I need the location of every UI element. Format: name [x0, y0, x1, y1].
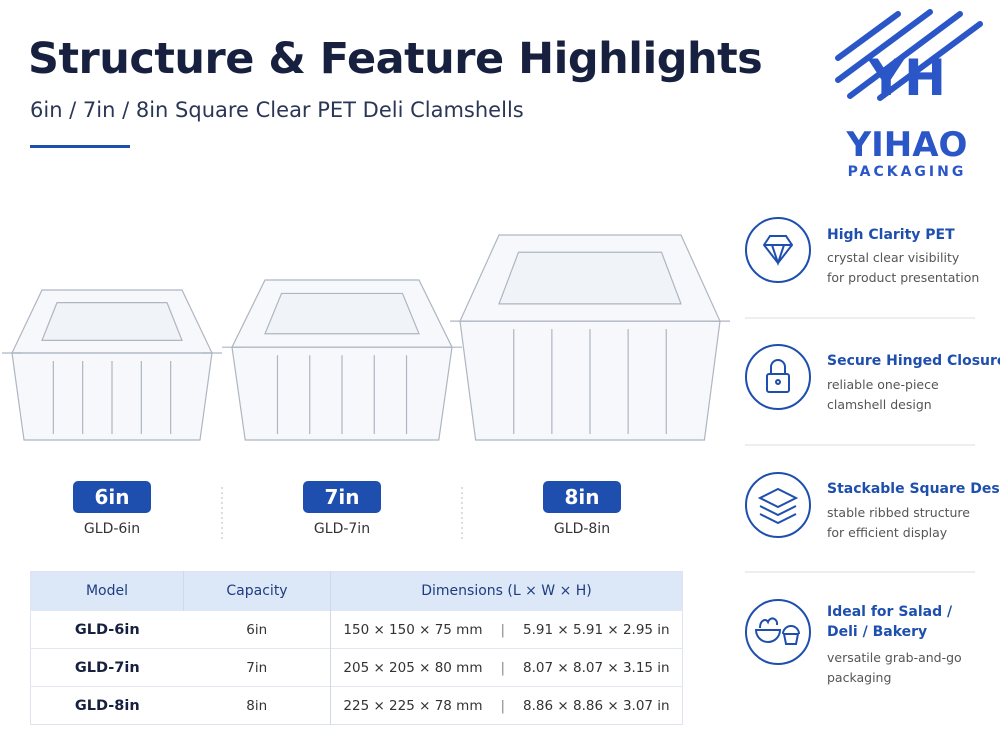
table-cell: GLD-8in [30, 686, 184, 725]
capacity: 8in [246, 697, 268, 714]
table-cell: 8in [183, 686, 331, 725]
feature-title: Stackable Square Design [827, 481, 1000, 497]
dims-in: 8.07 × 8.07 × 3.15 in [523, 659, 670, 676]
model-code: GLD-8in [553, 521, 611, 537]
divider: | [500, 697, 506, 714]
model-code: GLD-7in [313, 521, 371, 537]
table-row: GLD-6in 6in 150 × 150 × 75 mm | 5.91 × 5.91 … [30, 610, 683, 649]
feature-title: Secure Hinged Closure [827, 353, 1000, 369]
table-cell: GLD-7in [30, 648, 184, 687]
dims-mm: 205 × 205 × 80 mm [343, 659, 483, 676]
underline [30, 145, 130, 148]
logo-mark: YH [867, 49, 946, 107]
feature-icons [745, 217, 811, 665]
feature-separators [745, 317, 975, 573]
dims-in: 8.86 × 8.86 × 3.07 in [523, 697, 670, 714]
dims-in: 5.91 × 5.91 × 2.95 in [523, 621, 670, 638]
size-badge: 6in [73, 481, 151, 513]
table-cell: 225 × 225 × 78 mm | 8.86 × 8.86 × 3.07 in [330, 686, 683, 725]
feature-desc: versatile grab-and-go [827, 650, 962, 665]
divider: | [500, 659, 506, 676]
divider: | [500, 621, 506, 638]
clamshell-part [498, 251, 682, 305]
table-cell: 150 × 150 × 75 mm | 5.91 × 5.91 × 2.95 in [330, 610, 683, 649]
clamshell-part [41, 302, 183, 341]
feature-desc: for efficient display [827, 525, 948, 540]
table-cell: 205 × 205 × 80 mm | 8.07 × 8.07 × 3.15 in [330, 648, 683, 687]
capacity: 7in [246, 659, 268, 676]
logo-name: YIHAO [846, 125, 968, 165]
model: GLD-6in [74, 621, 140, 638]
feature-desc: reliable one-piece [827, 377, 939, 392]
th: Capacity [183, 571, 331, 611]
capacity: 6in [246, 621, 268, 638]
logo-tagline: PACKAGING [848, 164, 967, 180]
subtitle: 6in / 7in / 8in Square Clear PET Deli Cl… [30, 98, 524, 122]
th: Model [30, 571, 184, 611]
table-cell: GLD-6in [30, 610, 184, 649]
size-badge: 8in [543, 481, 621, 513]
table-cell: 6in [183, 610, 331, 649]
feature-title: Ideal for Salad / [827, 604, 953, 620]
separators [221, 487, 463, 540]
feature-desc: clamshell design [827, 397, 932, 412]
feature-title: High Clarity PET [827, 227, 955, 243]
feature-desc: packaging [827, 670, 892, 685]
title: Structure & Feature Highlights [28, 34, 763, 84]
feature-desc: crystal clear visibility [827, 250, 960, 265]
logo-stripes [835, 9, 983, 101]
model: GLD-7in [74, 659, 140, 676]
feature-desc: stable ribbed structure [827, 505, 970, 520]
spec-table: Model Capacity Dimensions (L × W × H) GLD-… [30, 571, 683, 725]
clamshell-part [264, 292, 420, 335]
model-code: GLD-6in [83, 521, 141, 537]
table-cell: 7in [183, 648, 331, 687]
th: Dimensions (L × W × H) [330, 571, 683, 611]
dims-mm: 150 × 150 × 75 mm [343, 621, 483, 638]
dims-mm: 225 × 225 × 78 mm [343, 697, 483, 714]
clamshells [2, 234, 730, 441]
table-row: GLD-8in 8in 225 × 225 × 78 mm | 8.86 × 8.86 … [30, 686, 683, 725]
size-badge: 7in [303, 481, 381, 513]
feature-title: Deli / Bakery [827, 624, 928, 640]
feature-desc: for product presentation [827, 270, 980, 285]
table-row: GLD-7in 7in 205 × 205 × 80 mm | 8.07 × 8.07 … [30, 648, 683, 687]
model: GLD-8in [74, 697, 140, 714]
